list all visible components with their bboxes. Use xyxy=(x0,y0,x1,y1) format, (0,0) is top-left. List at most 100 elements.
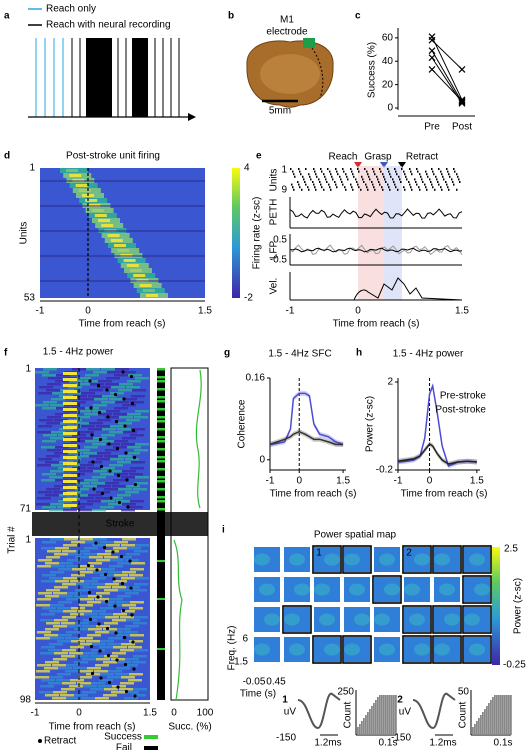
time-tick: -0.05 xyxy=(243,677,266,688)
heatmap-cell xyxy=(80,598,94,601)
heatmap-peak xyxy=(126,264,139,267)
success-tick xyxy=(157,598,165,600)
raster-tick xyxy=(345,188,347,191)
heatmap-cell xyxy=(65,637,79,640)
retract-dot xyxy=(91,460,95,464)
isi-bar xyxy=(387,695,389,735)
x-tick-label: -1 xyxy=(266,476,275,487)
panel-label: i xyxy=(222,525,225,536)
heatmap-cell xyxy=(70,580,84,583)
raster-tick xyxy=(357,168,359,170)
map-blob xyxy=(289,643,305,656)
heatmap-cell xyxy=(63,476,77,479)
map-cell-frame xyxy=(432,545,462,574)
retract-dot xyxy=(97,410,102,415)
raster-tick xyxy=(409,183,411,186)
heatmap-cell xyxy=(121,509,135,512)
heatmap-peak xyxy=(63,456,77,459)
heatmap-cell xyxy=(117,461,131,464)
heatmap-cell xyxy=(130,434,144,437)
heatmap-cell xyxy=(76,550,90,553)
heatmap-cell xyxy=(53,691,67,694)
heatmap-cell xyxy=(104,556,118,559)
heatmap-cell xyxy=(54,485,68,488)
raster-tick xyxy=(357,183,359,186)
heatmap-cell xyxy=(92,577,106,580)
retract-dot xyxy=(123,662,128,667)
heatmap-cell xyxy=(49,476,63,479)
heatmap-cell xyxy=(88,428,102,431)
y-axis-label: Coherence xyxy=(237,399,248,448)
heatmap-cell xyxy=(100,440,114,443)
heatmap-cell xyxy=(66,697,80,700)
retract-dot xyxy=(129,374,134,379)
cell-number: 1 xyxy=(316,548,322,559)
x-tick-label: 100 xyxy=(197,708,214,719)
raster-tick xyxy=(298,183,300,186)
heatmap-cell xyxy=(66,664,80,667)
retract-dot xyxy=(104,599,109,604)
heatmap-peak xyxy=(63,450,77,453)
inset-tick: -150 xyxy=(276,733,296,744)
heatmap-cell xyxy=(100,673,114,676)
heatmap-cell xyxy=(127,380,141,383)
heatmap-cell xyxy=(95,497,109,500)
heatmap-cell xyxy=(106,544,120,547)
heatmap-dark xyxy=(40,230,205,232)
raster-tick xyxy=(441,173,443,176)
inset-ylabel: Count xyxy=(343,701,354,728)
map-blob xyxy=(284,613,300,626)
chart-title: 1.5 - 4Hz SFC xyxy=(268,349,331,360)
heatmap-cell xyxy=(42,440,56,443)
map-blob xyxy=(434,643,450,656)
raster-tick xyxy=(290,168,292,170)
retract-dot xyxy=(105,626,110,631)
raster-tick xyxy=(408,181,410,183)
retract-dot xyxy=(90,433,94,437)
heatmap-cell xyxy=(45,562,59,565)
raster-tick xyxy=(351,170,353,173)
map-cell-frame xyxy=(402,605,432,634)
success-tick xyxy=(157,476,165,479)
raster-tick xyxy=(454,170,456,173)
inset-tick: 250 xyxy=(337,687,354,698)
heatmap-peak xyxy=(63,486,77,489)
raster-tick xyxy=(321,170,323,173)
heatmap-cell xyxy=(113,413,127,416)
reach-shade xyxy=(358,166,384,300)
heatmap-cell xyxy=(87,568,101,571)
map-blob xyxy=(379,553,395,566)
heatmap-cell xyxy=(44,667,58,670)
heatmap-peak xyxy=(63,396,77,399)
retract-dot xyxy=(123,424,127,428)
heatmap-cell xyxy=(112,485,126,488)
retract-dot xyxy=(109,496,113,500)
raster-tick xyxy=(426,173,428,176)
heatmap-cell xyxy=(116,667,130,670)
heatmap-peak xyxy=(63,378,77,381)
raster-tick xyxy=(313,183,315,186)
x-axis-label: Time from reach (s) xyxy=(49,722,136,733)
heatmap-cell xyxy=(131,428,145,431)
heatmap-cell xyxy=(68,386,82,389)
heatmap-cell xyxy=(105,583,119,586)
raster-tick xyxy=(316,175,318,178)
heatmap-cell xyxy=(107,371,121,374)
retract-dot xyxy=(133,694,137,698)
raster-tick xyxy=(458,178,460,181)
heatmap-cell xyxy=(62,649,76,652)
isi-bar xyxy=(472,727,474,735)
isi-bar xyxy=(474,724,476,735)
y-tick-label: 0.5 xyxy=(273,235,287,246)
heatmap-cell xyxy=(66,464,80,467)
heatmap-cell xyxy=(134,449,148,452)
row-label: Vel. xyxy=(269,278,280,295)
raster-tick xyxy=(410,170,412,173)
raster-tick xyxy=(392,178,394,181)
heatmap-cell xyxy=(98,685,112,688)
heatmap-cell xyxy=(93,404,107,407)
x-tick-label: -1 xyxy=(394,476,403,487)
x-tick-label: 0 xyxy=(85,306,91,317)
heatmap-cell xyxy=(108,503,122,506)
heatmap-cell xyxy=(45,494,59,497)
